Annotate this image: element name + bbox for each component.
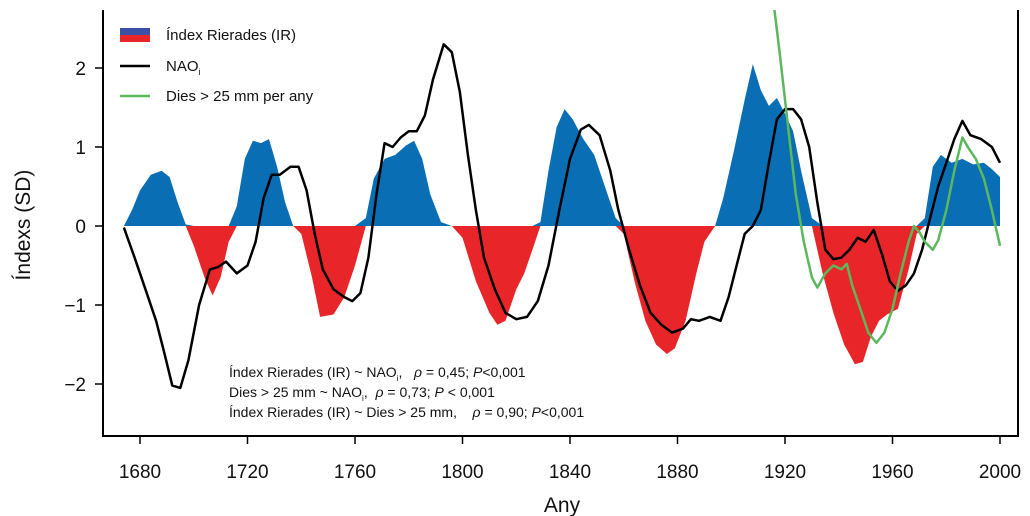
x-axis-title: Any — [544, 494, 581, 516]
x-axis-ticks: 1680 1720 1760 1800 1840 1880 1920 1960 2000 — [119, 436, 1021, 483]
axes-frame — [102, 10, 1019, 437]
ir-positive-area — [123, 64, 1000, 226]
y-tick-label: 1 — [75, 138, 86, 159]
days-line — [773, 10, 1002, 345]
x-tick-label: 1720 — [226, 462, 268, 483]
x-tick-label: 1920 — [764, 462, 806, 483]
ir-area-layer — [123, 64, 1000, 365]
y-tick-label: 0 — [75, 217, 86, 238]
y-tick-label: −1 — [64, 296, 86, 317]
x-tick-label: 1760 — [334, 462, 376, 483]
x-tick-label: 1840 — [549, 462, 591, 483]
statistics-annotation: Índex Rierades (IR) ~ NAOi, ρ = 0,45; P<… — [229, 364, 584, 420]
x-tick-label: 2000 — [979, 462, 1021, 483]
y-axis-title: Índexs (SD) — [12, 170, 35, 281]
axes: 1680 1720 1760 1800 1840 1880 1920 1960 2000 −2−… — [12, 10, 1021, 516]
legend: Índex Rierades (IR) NAOi Dies > 25 mm pe… — [120, 27, 314, 105]
annotation-line-3: Índex Rierades (IR) ~ Dies > 25 mm, ρ = … — [229, 404, 584, 420]
legend-label-days: Dies > 25 mm per any — [166, 88, 314, 105]
legend-label-nao: NAOi — [166, 58, 201, 77]
x-tick-label: 1880 — [656, 462, 698, 483]
annotation-line-1: Índex Rierades (IR) ~ NAOi, ρ = 0,45; P<… — [229, 364, 526, 383]
nao-line — [122, 43, 1002, 390]
legend-swatch-ir-blue — [120, 28, 150, 35]
ir-negative-area — [123, 226, 1000, 365]
x-tick-label: 1800 — [441, 462, 483, 483]
legend-swatch-ir-red — [120, 35, 150, 42]
y-tick-label: −2 — [64, 375, 86, 396]
x-tick-label: 1960 — [871, 462, 913, 483]
legend-label-ir: Índex Rierades (IR) — [166, 27, 296, 44]
y-tick-label: 2 — [75, 59, 86, 80]
annotation-line-2: Dies > 25 mm ~ NAOi, ρ = 0,73; P < 0,001 — [229, 384, 495, 403]
line-layer — [122, 10, 1002, 390]
y-axis-ticks: −2 −1 0 1 2 — [64, 59, 103, 396]
x-tick-label: 1680 — [119, 462, 161, 483]
